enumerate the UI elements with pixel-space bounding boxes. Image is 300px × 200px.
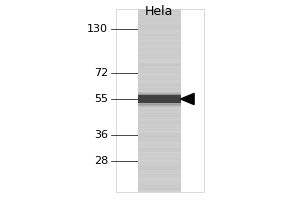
Text: 72: 72: [94, 68, 108, 78]
Text: 130: 130: [87, 24, 108, 34]
Text: Hela: Hela: [145, 5, 173, 18]
Polygon shape: [181, 93, 194, 105]
Text: 36: 36: [94, 130, 108, 140]
Text: 28: 28: [94, 156, 108, 166]
Bar: [116, 9, 204, 192]
Text: 55: 55: [94, 94, 108, 104]
